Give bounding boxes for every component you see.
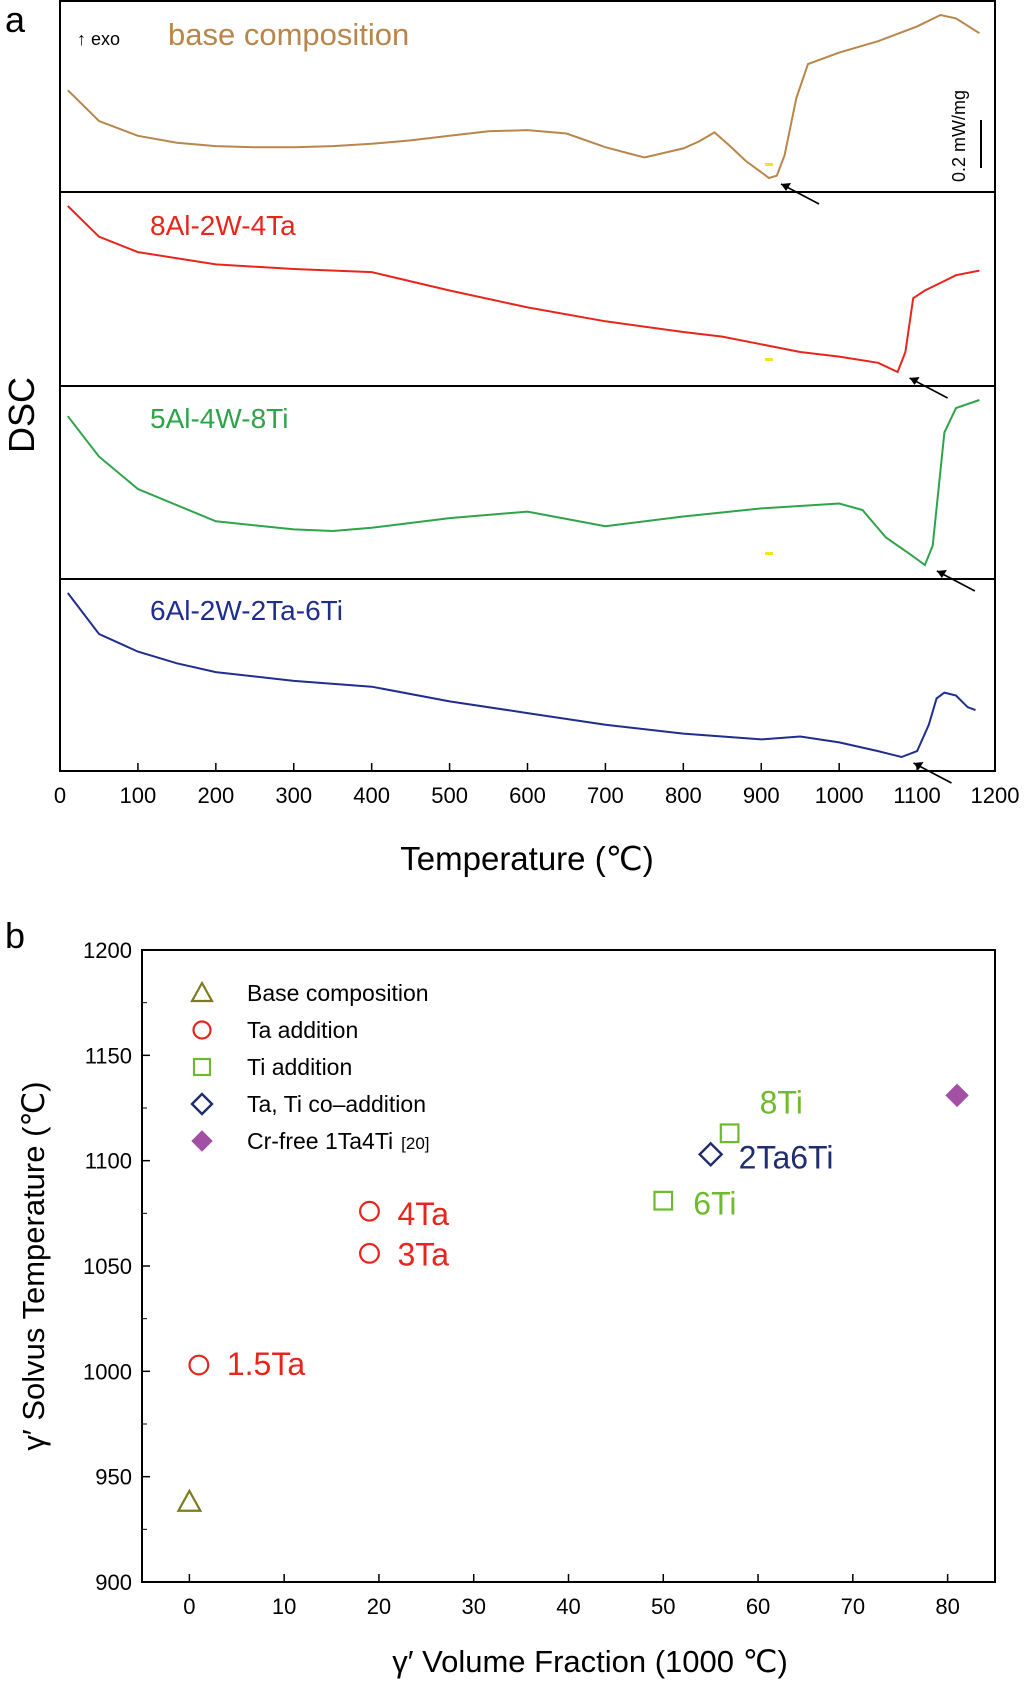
filled-diamond-marker [945, 1083, 969, 1108]
circle-marker [359, 1242, 380, 1264]
square-marker [653, 1190, 674, 1211]
scale-bar-label: 0.2 mW/mg [949, 90, 969, 182]
point-label-8ti: 8Ti [760, 1084, 803, 1120]
legend: Base composition Ta addition Ti addition Ta… [190, 980, 430, 1154]
legend-entry-cr-free-1ta4ti: Cr-free 1Ta4Ti [20] [247, 1128, 430, 1154]
y-tick-label: 950 [95, 1465, 132, 1490]
point-label-3ta: 3Ta [397, 1236, 449, 1272]
panel-a-x-ticks: 0 100 200 300 400 500 600 700 800 900 1000 1100 1200 [54, 763, 1020, 808]
x-tick-label: 600 [509, 783, 546, 808]
circle-marker [359, 1200, 380, 1222]
circle-marker [188, 1354, 210, 1376]
temperature-axis-label: Temperature (℃) [400, 840, 653, 877]
x-tick-label: 80 [935, 1594, 959, 1619]
dsc-curve-5al-4w-8ti [67, 399, 980, 567]
series-label-base-composition: base composition [168, 17, 409, 52]
point-label-2ta6ti: 2Ta6Ti [739, 1139, 834, 1175]
onset-arrow-head [913, 762, 924, 770]
x-tick-label: 0 [54, 783, 66, 808]
x-tick-label: 1100 [893, 783, 940, 808]
x-tick-label: 500 [431, 783, 468, 808]
dsc-curve-8al-2w-4ta [67, 205, 980, 374]
panel-b-points: 1.5Ta 3Ta 4Ta 6Ti 8Ti 2Ta6Ti [176, 1083, 969, 1512]
legend-entry-ta-ti-co-addition: Ta, Ti co–addition [247, 1091, 426, 1117]
exo-label: ↑ exo [77, 29, 120, 49]
point-label-1-5ta: 1.5Ta [227, 1346, 305, 1382]
x-tick-label: 300 [275, 783, 312, 808]
panel-b-label: b [5, 915, 25, 956]
y-tick-label: 1050 [83, 1254, 132, 1279]
circle-marker [192, 1020, 212, 1040]
square-marker [719, 1123, 740, 1144]
panel-b-frame [141, 949, 996, 1583]
onset-arrow-head [909, 377, 920, 385]
panel-b: b γ′ Solvus Temperature (℃) γ′ Volume Fr… [5, 915, 996, 1679]
x-tick-label: 800 [665, 783, 702, 808]
panel-a: a DSC ↑ exo 0.2 mW/mg Temperature (℃) 0 1… [1, 0, 1019, 877]
x-tick-label: 900 [743, 783, 780, 808]
dsc-curve-base-composition [67, 13, 980, 180]
x-tick-label: 400 [353, 783, 390, 808]
speck-mark [765, 163, 773, 166]
filled-diamond-marker [191, 1130, 213, 1152]
diamond-marker [697, 1141, 724, 1168]
dsc-axis-label: DSC [1, 377, 42, 453]
point-label-4ta: 4Ta [397, 1196, 449, 1232]
speck-mark [765, 358, 773, 361]
volume-fraction-axis-label: γ′ Volume Fraction (1000 ℃) [392, 1644, 788, 1679]
point-label-6ti: 6Ti [693, 1186, 736, 1222]
x-tick-label: 20 [367, 1594, 391, 1619]
panel-a-label: a [5, 0, 26, 40]
legend-entry-ta-addition: Ta addition [247, 1017, 358, 1043]
x-tick-label: 100 [120, 783, 157, 808]
x-tick-label: 70 [841, 1594, 865, 1619]
x-tick-label: 50 [651, 1594, 675, 1619]
series-label-6al-2w-2ta-6ti: 6Al-2W-2Ta-6Ti [150, 595, 343, 626]
solvus-axis-label: γ′ Solvus Temperature (℃) [16, 1081, 51, 1450]
dsc-curve-6al-2w-2ta-6ti [67, 592, 976, 759]
series-label-5al-4w-8ti: 5Al-4W-8Ti [150, 403, 288, 434]
triangle-marker [176, 1488, 203, 1512]
x-tick-label: 40 [556, 1594, 580, 1619]
square-marker [192, 1057, 212, 1077]
y-tick-label: 900 [95, 1570, 132, 1595]
y-tick-label: 1200 [83, 938, 132, 963]
y-tick-label: 1000 [83, 1359, 132, 1384]
y-tick-label: 1150 [85, 1043, 132, 1068]
diamond-marker [190, 1092, 214, 1116]
panel-b-ticks: 0 10 20 30 40 50 60 70 80 900 950 1000 1050 1100 1150 1… [83, 938, 960, 1619]
x-tick-label: 10 [272, 1594, 296, 1619]
speck-mark [765, 552, 773, 555]
y-tick-label: 1100 [85, 1149, 132, 1174]
triangle-marker [190, 980, 214, 1003]
series-label-8al-2w-4ta: 8Al-2W-4Ta [150, 210, 296, 241]
legend-entry-base-composition: Base composition [247, 980, 429, 1006]
x-tick-label: 30 [461, 1594, 485, 1619]
legend-entry-ti-addition: Ti addition [247, 1054, 352, 1080]
x-tick-label: 60 [746, 1594, 770, 1619]
onset-arrow-head [781, 183, 792, 191]
x-tick-label: 1000 [815, 783, 864, 808]
legend-reference: [20] [401, 1134, 429, 1153]
panel-a-series: base composition 8Al-2W-4Ta 5Al-4W-8Ti 6Al-… [67, 13, 980, 784]
x-tick-label: 700 [587, 783, 624, 808]
x-tick-label: 1200 [971, 783, 1020, 808]
x-tick-label: 200 [197, 783, 234, 808]
onset-arrow-head [936, 570, 947, 578]
x-tick-label: 0 [183, 1594, 195, 1619]
